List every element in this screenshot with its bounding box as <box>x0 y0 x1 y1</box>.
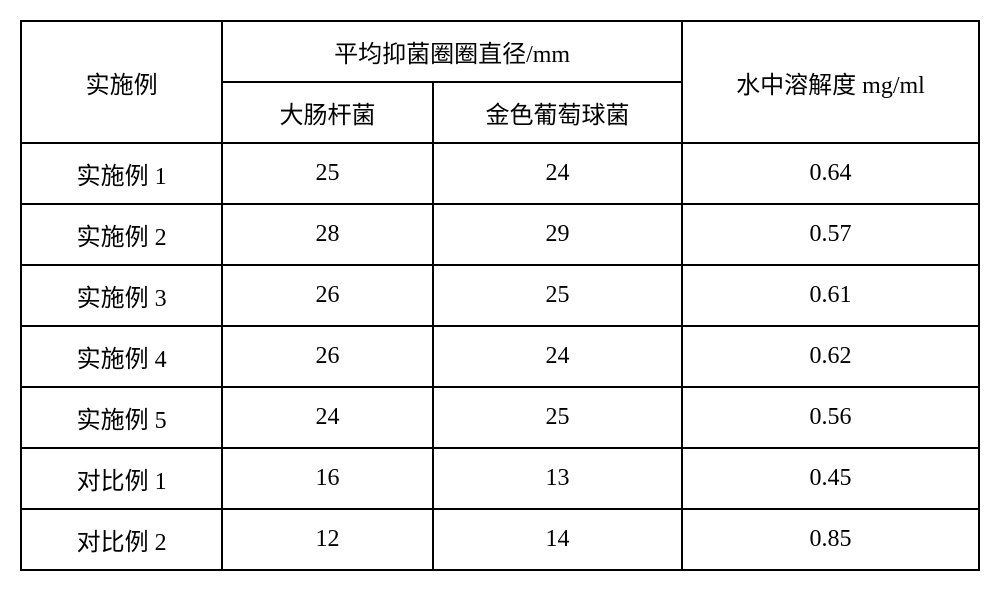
table-row: 实施例 2 28 29 0.57 <box>21 204 979 265</box>
row-label: 实施例 2 <box>21 204 222 265</box>
header-ecoli: 大肠杆菌 <box>222 82 433 143</box>
row-label: 实施例 4 <box>21 326 222 387</box>
row-label: 实施例 5 <box>21 387 222 448</box>
cell-staph: 25 <box>433 387 682 448</box>
row-label: 对比例 2 <box>21 509 222 570</box>
table-row: 对比例 1 16 13 0.45 <box>21 448 979 509</box>
cell-ecoli: 25 <box>222 143 433 204</box>
cell-ecoli: 12 <box>222 509 433 570</box>
cell-staph: 24 <box>433 143 682 204</box>
row-label: 实施例 1 <box>21 143 222 204</box>
table-row: 对比例 2 12 14 0.85 <box>21 509 979 570</box>
data-table-container: 实施例 平均抑菌圈圈直径/mm 水中溶解度 mg/ml 大肠杆菌 金色葡萄球菌 … <box>20 20 980 571</box>
header-diameter-group: 平均抑菌圈圈直径/mm <box>222 21 682 82</box>
header-row-1: 实施例 平均抑菌圈圈直径/mm 水中溶解度 mg/ml <box>21 21 979 82</box>
cell-solubility: 0.57 <box>682 204 979 265</box>
cell-staph: 13 <box>433 448 682 509</box>
row-label: 对比例 1 <box>21 448 222 509</box>
table-row: 实施例 4 26 24 0.62 <box>21 326 979 387</box>
cell-staph: 24 <box>433 326 682 387</box>
cell-staph: 29 <box>433 204 682 265</box>
cell-ecoli: 26 <box>222 326 433 387</box>
cell-staph: 14 <box>433 509 682 570</box>
cell-solubility: 0.45 <box>682 448 979 509</box>
cell-solubility: 0.56 <box>682 387 979 448</box>
table-row: 实施例 1 25 24 0.64 <box>21 143 979 204</box>
table-row: 实施例 3 26 25 0.61 <box>21 265 979 326</box>
cell-solubility: 0.61 <box>682 265 979 326</box>
cell-ecoli: 28 <box>222 204 433 265</box>
cell-solubility: 0.62 <box>682 326 979 387</box>
header-staph: 金色葡萄球菌 <box>433 82 682 143</box>
header-solubility: 水中溶解度 mg/ml <box>682 21 979 143</box>
row-label: 实施例 3 <box>21 265 222 326</box>
table-row: 实施例 5 24 25 0.56 <box>21 387 979 448</box>
cell-ecoli: 26 <box>222 265 433 326</box>
cell-ecoli: 24 <box>222 387 433 448</box>
cell-staph: 25 <box>433 265 682 326</box>
cell-solubility: 0.85 <box>682 509 979 570</box>
data-table: 实施例 平均抑菌圈圈直径/mm 水中溶解度 mg/ml 大肠杆菌 金色葡萄球菌 … <box>20 20 980 571</box>
header-example: 实施例 <box>21 21 222 143</box>
cell-ecoli: 16 <box>222 448 433 509</box>
cell-solubility: 0.64 <box>682 143 979 204</box>
